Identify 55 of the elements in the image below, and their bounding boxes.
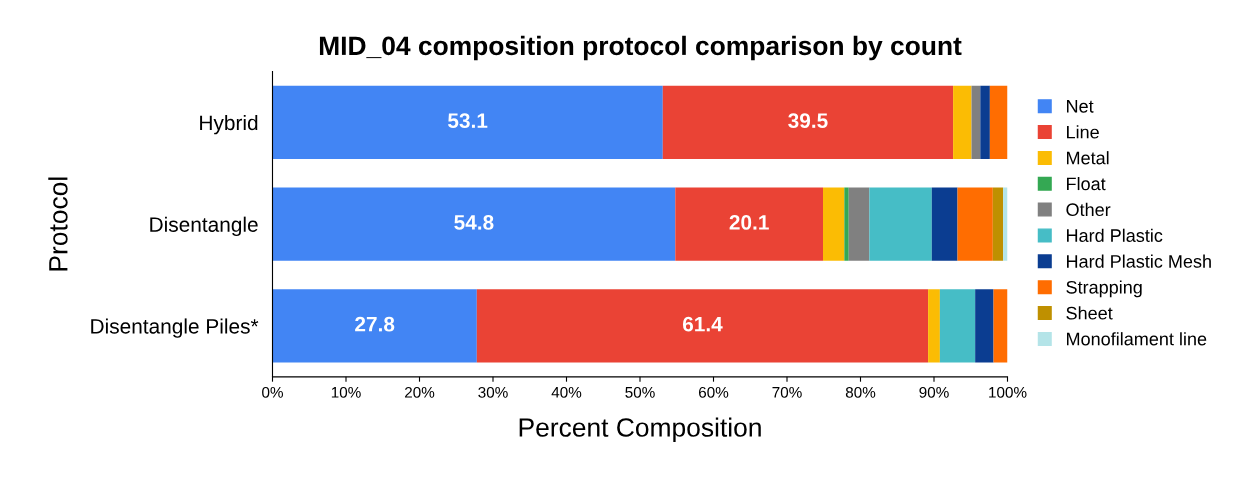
bar — [939, 289, 976, 363]
legend-label: Float — [1067, 176, 1106, 191]
y-axis-title: Protocol — [48, 177, 68, 271]
x-tick-label: 0% — [262, 386, 283, 398]
x-tick-label: 50% — [625, 386, 655, 398]
y-tick-label: Disentangle — [150, 216, 258, 237]
x-tick-label: 70% — [772, 386, 802, 398]
bar — [953, 85, 972, 160]
bar — [476, 289, 929, 363]
bar — [844, 187, 849, 261]
bar — [272, 187, 676, 261]
x-tick-label: 60% — [698, 386, 729, 398]
data-label: 20.1 — [729, 215, 769, 230]
bar — [971, 85, 981, 160]
legend-label: Line — [1067, 125, 1099, 139]
bar — [272, 85, 663, 160]
legend-label: Other — [1066, 202, 1111, 217]
bar — [980, 85, 990, 160]
bar — [823, 187, 845, 261]
bar — [928, 289, 940, 363]
y-tick-label: Hybrid — [200, 114, 258, 135]
legend-label: Hard Plastic Mesh — [1067, 254, 1211, 268]
bar — [848, 187, 870, 261]
x-tick-label: 40% — [551, 386, 582, 398]
chart-title: MID_04 composition protocol comparison by count — [319, 35, 962, 61]
bar — [662, 85, 954, 160]
x-tick-label: 80% — [845, 386, 876, 398]
data-label: 54.8 — [454, 215, 494, 230]
legend-label: Sheet — [1066, 306, 1113, 320]
x-tick-label: 20% — [404, 386, 435, 398]
bar — [992, 187, 1004, 261]
legend-label: Monofilament line — [1067, 332, 1207, 346]
x-tick-label: 100% — [989, 386, 1027, 398]
x-axis-title: Percent Composition — [519, 417, 761, 443]
bar — [1003, 187, 1008, 261]
data-label: 61.4 — [682, 316, 723, 332]
legend-label: Metal — [1067, 151, 1109, 165]
data-label: 39.5 — [788, 113, 828, 129]
bar — [975, 289, 994, 363]
bar — [989, 85, 1008, 160]
bar — [931, 187, 958, 261]
x-tick-label: 10% — [331, 386, 361, 398]
bar — [869, 187, 932, 261]
bar — [993, 289, 1008, 363]
bar — [957, 187, 993, 261]
data-label: 27.8 — [355, 316, 395, 332]
y-tick-label: Disentangle Piles* — [91, 318, 259, 338]
bar — [675, 187, 824, 261]
bar — [272, 289, 477, 363]
legend-label: Hard Plastic — [1067, 228, 1163, 242]
legend-label: Net — [1067, 100, 1094, 113]
legend-label: Strapping — [1066, 280, 1142, 298]
x-tick-label: 90% — [919, 386, 949, 398]
x-tick-label: 30% — [478, 386, 508, 398]
data-label: 53.1 — [448, 113, 488, 129]
